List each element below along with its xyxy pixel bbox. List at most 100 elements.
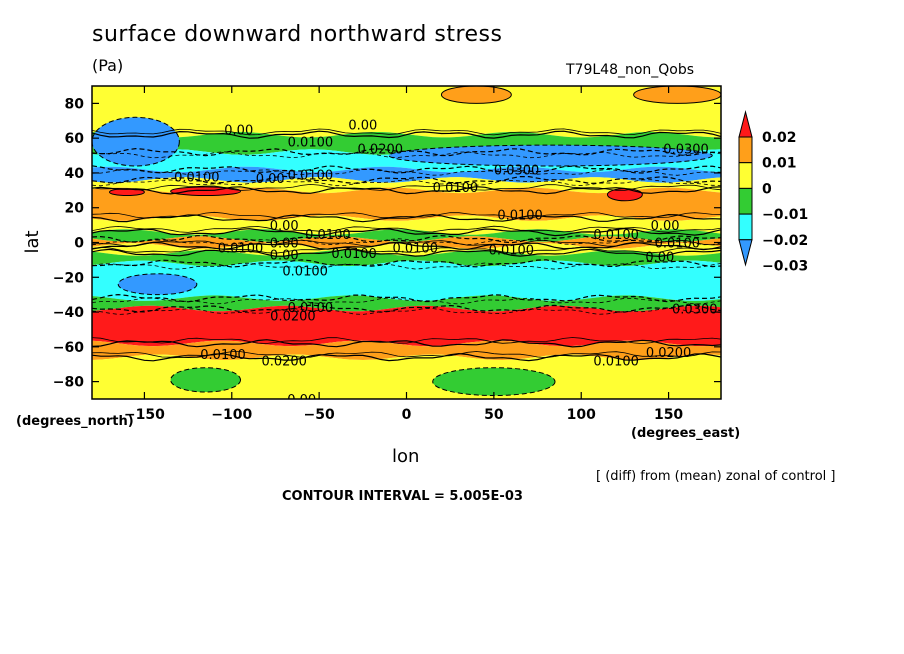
patch-fill	[432, 367, 556, 396]
band-fill	[92, 187, 721, 221]
contour-line	[92, 130, 721, 139]
contour-line	[92, 238, 721, 246]
contour-lines	[92, 86, 721, 397]
y-tick-label: −80	[53, 375, 84, 391]
contour-label: 0.0100	[655, 237, 701, 252]
contour-label: 0.0200	[358, 143, 404, 158]
contour-line	[92, 307, 721, 315]
contour-line	[92, 168, 721, 176]
contour-label: 0.0100	[288, 136, 334, 151]
contour-label: 0.0100	[392, 242, 438, 257]
contour-line	[92, 227, 721, 237]
contour-line	[92, 352, 721, 362]
difference-note: [ (diff) from (mean) zonal of control ]	[596, 469, 836, 484]
band-fill	[92, 166, 721, 183]
contour-label: 0.0100	[288, 301, 334, 316]
band-fill	[92, 305, 721, 347]
contour-label: 0.00	[270, 219, 299, 234]
contour-label: 0.0100	[497, 209, 543, 224]
x-tick-label: −150	[124, 407, 165, 423]
contour-line	[92, 351, 721, 359]
y-axis: −80 −60 −40 −20 0 20 40 60 80	[53, 96, 721, 391]
patch-fill	[607, 188, 643, 201]
colorbar-label: 0	[762, 181, 772, 197]
contour-line	[92, 234, 721, 244]
patch-fill	[633, 86, 721, 104]
contour-line	[633, 86, 721, 104]
colorbar: 0.02 0.01 0 −0.01 −0.02 −0.03	[738, 110, 808, 275]
contour-label: 0.00	[270, 237, 299, 252]
contour-line	[92, 175, 721, 185]
y-tick-label: 80	[65, 96, 85, 112]
contour-label: 0.0100	[282, 264, 328, 279]
contour-labels: 0.00 0.00 0.0100 0.0200 0.0300 0.0300 0.0100 0.…	[174, 118, 717, 408]
y-axis-label: lat	[22, 230, 43, 253]
x-units-label: (degrees_east)	[631, 426, 741, 441]
contour-line	[92, 239, 721, 247]
colorbar-label: −0.01	[762, 207, 808, 223]
y-tick-label: 0	[74, 236, 84, 252]
colorbar-top-arrow	[738, 110, 753, 138]
contour-label: 0.0300	[494, 163, 540, 178]
band-fill	[92, 354, 721, 399]
experiment-label: T79L48_non_Qobs	[566, 62, 695, 78]
colorbar-segment	[738, 162, 753, 189]
y-tick-label: 60	[65, 131, 85, 147]
contour-line	[108, 188, 145, 197]
contour-line	[92, 293, 721, 303]
contour-label: 0.0200	[261, 355, 307, 370]
x-axis-label: lon	[392, 446, 420, 467]
contour-line	[92, 165, 721, 174]
colorbar-segment	[738, 187, 753, 215]
band-fill	[92, 86, 721, 138]
contour-line	[170, 186, 242, 197]
y-tick-label: −60	[53, 340, 84, 356]
contour-line	[92, 151, 721, 159]
contour-label: 0.0100	[593, 355, 639, 370]
contour-label: 0.0100	[174, 170, 220, 185]
contour-line	[92, 128, 721, 136]
contour-line	[92, 147, 721, 157]
x-tick-label: 100	[567, 407, 596, 423]
contour-line	[92, 211, 721, 219]
contour-interval: CONTOUR INTERVAL = 5.005E-03	[282, 489, 523, 504]
y-tick-label: 40	[65, 166, 85, 182]
patch-fill	[109, 188, 145, 196]
patch-fill	[118, 273, 197, 295]
contour-line	[92, 248, 721, 258]
chart-title: surface downward northward stress	[92, 22, 503, 47]
colorbar-label: 0.01	[762, 156, 797, 172]
band-fill	[92, 340, 721, 360]
contour-line	[92, 186, 721, 195]
contour-label: 0.0100	[489, 243, 535, 258]
contour-line	[388, 144, 713, 167]
contour-label: 0.0200	[646, 346, 692, 361]
band-fill	[92, 260, 721, 301]
x-tick-label: −50	[304, 407, 335, 423]
contour-line	[170, 367, 242, 393]
band-fill	[92, 295, 721, 312]
y-tick-label: 20	[65, 201, 85, 217]
patch-fill	[170, 367, 241, 393]
contour-line	[92, 116, 180, 167]
contour-label: 0.0100	[305, 228, 351, 243]
contour-label: 0.00	[348, 118, 377, 133]
contour-label: 0.00	[224, 123, 253, 138]
contour-label: 0.00	[287, 393, 316, 408]
contour-label: 0.0300	[663, 143, 709, 158]
contour-line	[92, 179, 721, 187]
x-tick-label: 50	[484, 407, 504, 423]
contour-line	[92, 259, 721, 268]
colorbar-segment	[738, 213, 753, 241]
contour-line	[92, 339, 721, 348]
x-tick-label: 150	[654, 407, 683, 423]
units-label: (Pa)	[92, 56, 124, 75]
contour-line	[117, 273, 198, 296]
contour-label: 0.0100	[218, 242, 264, 257]
band-fill	[92, 177, 721, 194]
contour-line	[92, 304, 721, 313]
band-fill	[92, 243, 721, 256]
colorbar-bottom-arrow	[738, 239, 753, 267]
contour-line	[92, 297, 721, 305]
